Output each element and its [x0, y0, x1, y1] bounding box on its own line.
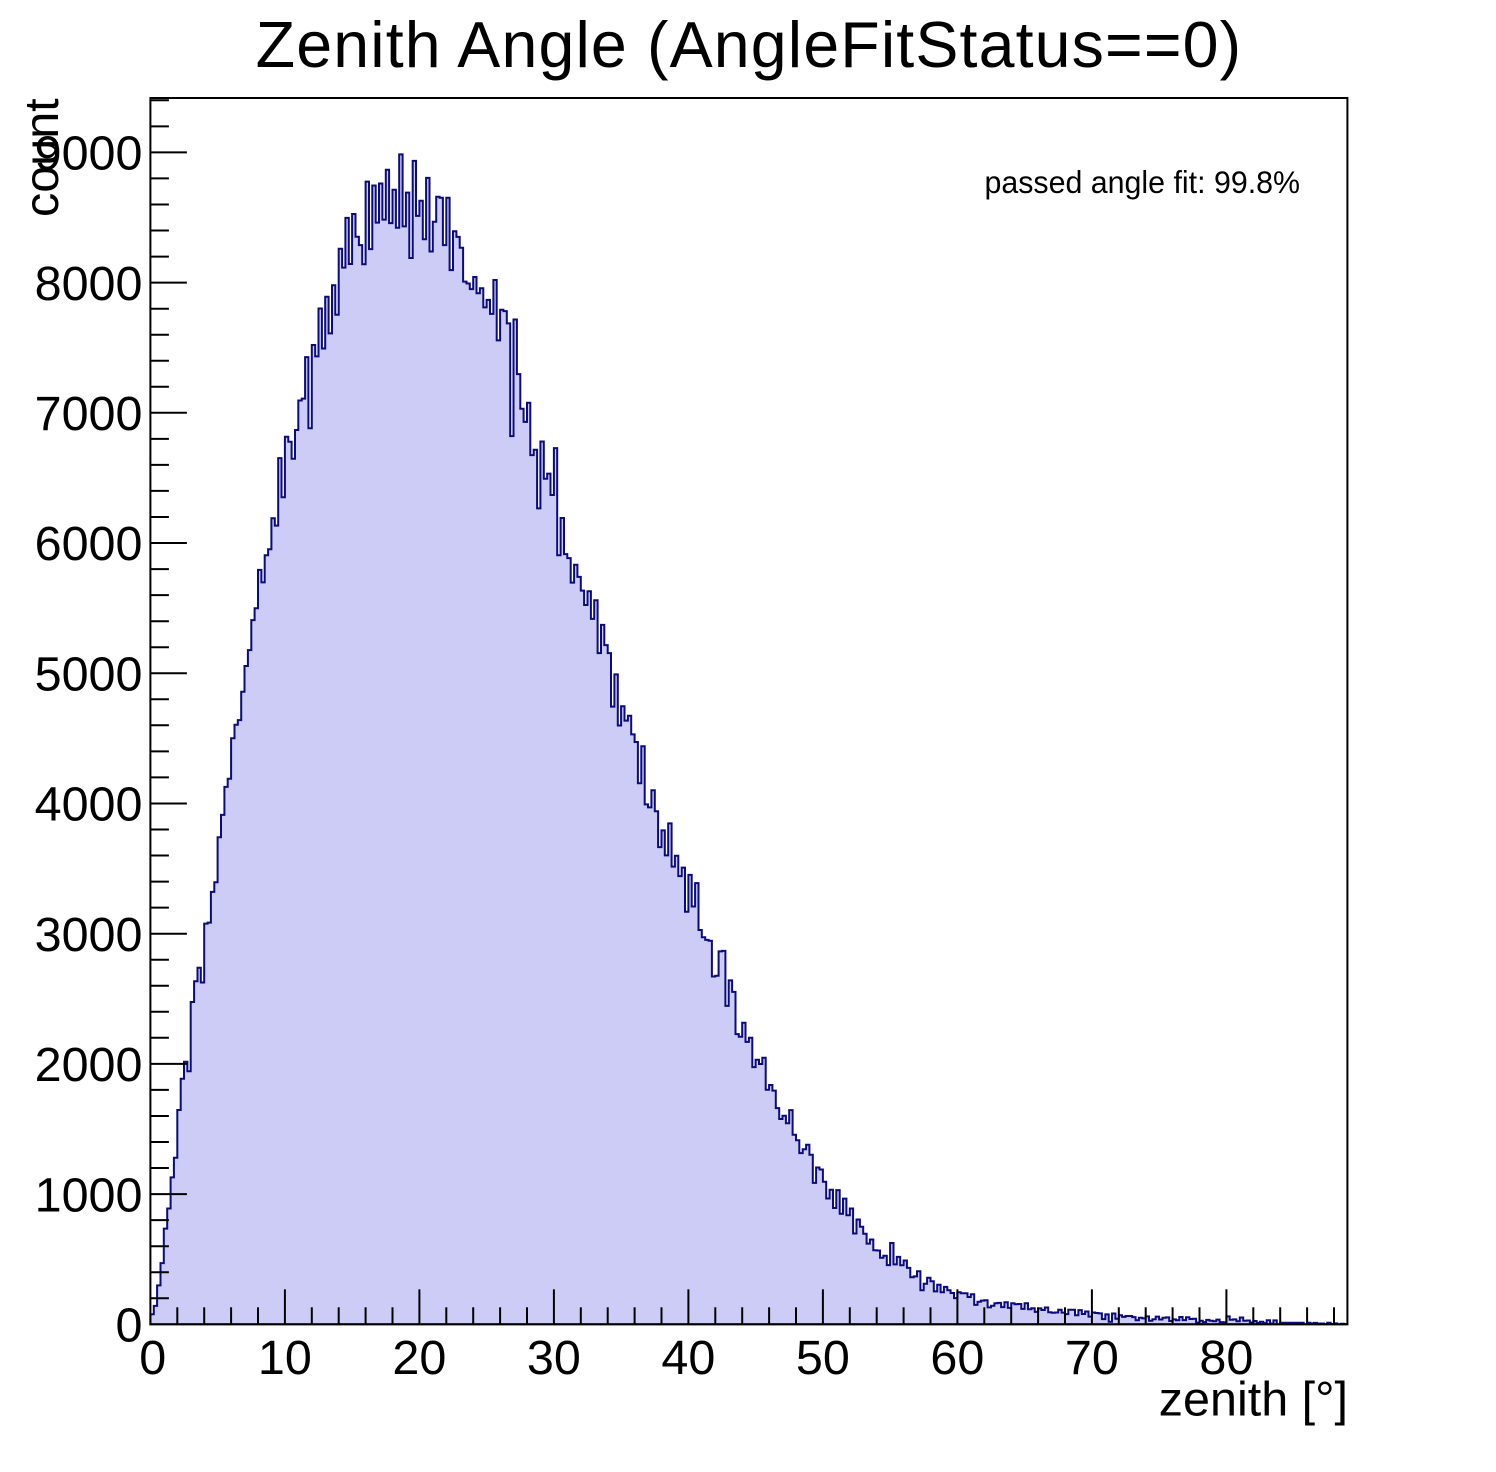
svg-text:zenith [°]: zenith [°] — [1159, 1373, 1348, 1427]
svg-text:50: 50 — [796, 1331, 850, 1385]
svg-text:30: 30 — [527, 1331, 581, 1385]
svg-text:count: count — [15, 98, 69, 217]
svg-text:60: 60 — [930, 1331, 984, 1385]
svg-text:20: 20 — [392, 1331, 446, 1385]
svg-text:0: 0 — [139, 1331, 166, 1385]
svg-text:10: 10 — [258, 1331, 312, 1385]
svg-text:40: 40 — [661, 1331, 715, 1385]
svg-text:3000: 3000 — [35, 908, 143, 962]
svg-text:7000: 7000 — [35, 387, 143, 441]
svg-text:80: 80 — [1199, 1331, 1253, 1385]
svg-text:Zenith Angle (AngleFitStatus==: Zenith Angle (AngleFitStatus==0) — [256, 9, 1243, 81]
svg-text:9000: 9000 — [35, 127, 143, 181]
svg-text:70: 70 — [1065, 1331, 1119, 1385]
svg-text:4000: 4000 — [35, 778, 143, 832]
svg-text:1000: 1000 — [35, 1168, 143, 1222]
svg-text:passed angle fit: 99.8%: passed angle fit: 99.8% — [985, 164, 1301, 200]
svg-text:2000: 2000 — [35, 1038, 143, 1092]
svg-text:6000: 6000 — [35, 517, 143, 571]
svg-text:0: 0 — [116, 1299, 143, 1353]
svg-text:5000: 5000 — [35, 647, 143, 701]
svg-text:8000: 8000 — [35, 257, 143, 311]
